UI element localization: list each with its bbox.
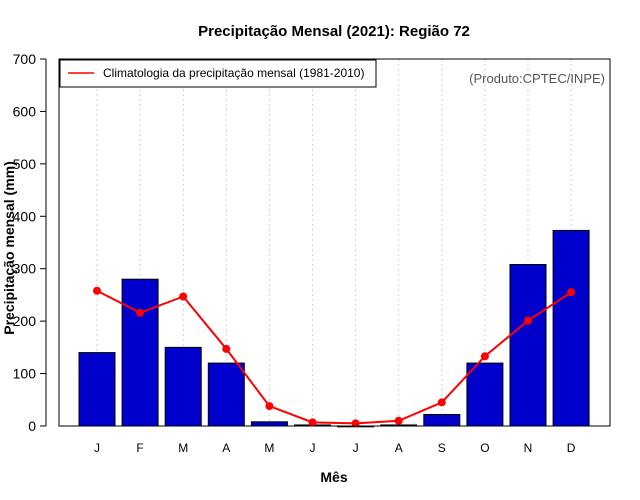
legend-box [59, 59, 377, 88]
x-tick-label: J [310, 441, 316, 455]
plot-frame [58, 58, 611, 427]
x-tick-label: M [264, 441, 274, 455]
climatology-point-10 [480, 352, 489, 361]
y-tick-label: 600 [13, 103, 37, 119]
y-tick-label: 300 [13, 261, 37, 277]
bar-3 [164, 346, 202, 427]
source-annotation: (Produto:CPTEC/INPE) [469, 71, 605, 86]
climatology-point-1 [93, 286, 101, 295]
climatology-point-6 [308, 418, 317, 427]
climatology-point-9 [437, 398, 446, 407]
bar-layer [78, 229, 590, 428]
x-tick-label: A [395, 441, 403, 455]
x-tick-label: A [222, 441, 230, 455]
climatology-line [96, 289, 572, 425]
climatology-point-5 [265, 402, 274, 411]
axis-layer: 0 100 200 300 400 500 600 700 J F M A M J J A S O N D [13, 51, 576, 455]
climatology-point-8 [394, 416, 403, 425]
y-axis-label: Precipitação mensal (mm) [1, 161, 17, 335]
x-tick-label: J [353, 441, 359, 455]
y-tick-label: 200 [13, 313, 37, 329]
climatology-point-4 [222, 344, 231, 353]
x-tick-label: J [94, 441, 100, 455]
x-tick-label: S [438, 441, 446, 455]
bar-5 [250, 421, 288, 427]
bar-10 [466, 362, 504, 427]
y-tick-label: 700 [13, 51, 37, 67]
climatology-point-3 [179, 292, 188, 301]
x-axis-label: Mês [320, 469, 347, 485]
bar-12 [552, 229, 590, 427]
bar-2 [121, 278, 159, 427]
y-tick-label: 100 [13, 366, 37, 382]
climatology-point-2 [136, 308, 145, 317]
x-tick-label: N [524, 441, 533, 455]
bar-11 [509, 264, 547, 427]
climatology-point-7 [351, 419, 360, 428]
y-tick-label: 0 [28, 418, 36, 434]
climatology-line-layer [93, 286, 576, 428]
bar-9 [423, 413, 461, 427]
bar-4 [207, 362, 245, 427]
climatology-point-12 [567, 288, 576, 297]
y-tick-label: 400 [13, 208, 37, 224]
legend-label: Climatologia da precipitação mensal (198… [103, 66, 364, 80]
x-tick-label: O [480, 441, 489, 455]
climatology-point-11 [524, 316, 532, 325]
x-tick-label: M [178, 441, 188, 455]
x-tick-label: D [567, 441, 576, 455]
legend: Climatologia da precipitação mensal (198… [59, 59, 377, 88]
x-tick-label: F [136, 441, 143, 455]
y-tick-label: 500 [13, 156, 37, 172]
bar-1 [78, 352, 116, 427]
chart-title: Precipitação Mensal (2021): Região 72 [198, 23, 470, 40]
